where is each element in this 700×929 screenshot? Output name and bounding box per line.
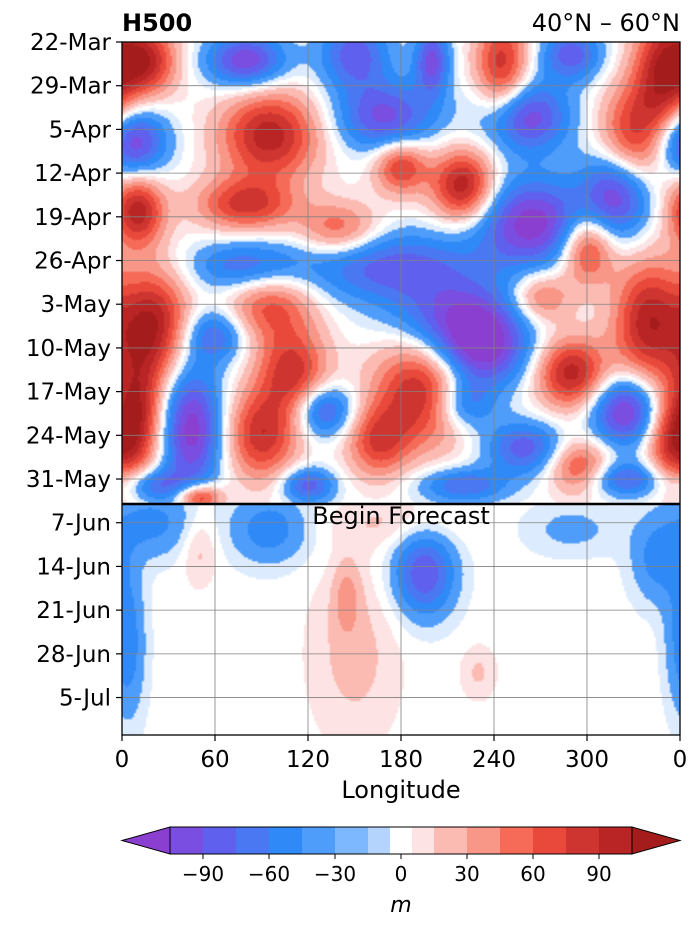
colorbar-segment (170, 827, 204, 854)
y-tick-label: 28-Jun (36, 642, 111, 668)
plot-area: Begin Forecast (121, 41, 681, 736)
colorbar-segment (533, 827, 567, 854)
colorbar-segment (412, 827, 435, 854)
y-axis: 22-Mar 29-Mar 5-Apr 12-Apr 19-Apr 26-Apr 3-May… (26, 30, 122, 712)
colorbar-tick-label: 60 (520, 862, 545, 886)
colorbar-tick-label: 0 (395, 862, 408, 886)
colorbar-segment (467, 827, 501, 854)
colorbar: −90 −60 −30 0 30 60 90 (120, 826, 682, 886)
x-tick-label: 300 (565, 747, 609, 773)
chart-title-left: H500 (122, 9, 192, 37)
x-tick-label: 120 (286, 747, 330, 773)
x-tick-label: 60 (200, 747, 229, 773)
colorbar-tick-label: −60 (248, 862, 290, 886)
grid-lines (122, 42, 680, 735)
y-tick-label: 22-Mar (30, 30, 112, 56)
x-tick-label: 0 (115, 747, 130, 773)
colorbar-extend-high (631, 826, 682, 855)
colorbar-segment (335, 827, 369, 854)
colorbar-segment (269, 827, 303, 854)
y-tick-label: 10-May (26, 336, 111, 362)
colorbar-tick-label: −30 (314, 862, 356, 886)
colorbar-segment (236, 827, 270, 854)
colorbar-tick-label: 90 (586, 862, 611, 886)
colorbar-label: m (390, 893, 411, 918)
colorbar-segment (368, 827, 391, 854)
chart-title-right: 40°N – 60°N (532, 9, 680, 37)
colorbar-segment (566, 827, 600, 854)
x-tick-label: 180 (379, 747, 423, 773)
x-axis: 0 60 120 180 240 300 0 (115, 735, 688, 773)
colorbar-segment (434, 827, 468, 854)
colorbar-segment (390, 827, 413, 854)
colorbar-segment (500, 827, 534, 854)
y-tick-label: 12-Apr (34, 161, 111, 187)
y-tick-label: 17-May (26, 380, 111, 406)
y-tick-label: 14-Jun (36, 554, 111, 580)
y-tick-label: 24-May (26, 423, 111, 449)
x-tick-label: 0 (673, 747, 688, 773)
y-tick-label: 5-Jul (59, 686, 111, 712)
y-tick-label: 7-Jun (51, 511, 111, 537)
y-tick-label: 29-Mar (30, 74, 112, 100)
colorbar-tick-label: 30 (454, 862, 479, 886)
colorbar-tick-label: −90 (182, 862, 224, 886)
colorbar-segment (302, 827, 336, 854)
y-tick-label: 19-Apr (34, 205, 111, 231)
colorbar-extend-low (120, 826, 171, 855)
y-tick-label: 3-May (41, 292, 111, 318)
colorbar-segment (599, 827, 633, 854)
x-tick-label: 240 (472, 747, 516, 773)
forecast-label: Begin Forecast (312, 502, 490, 530)
y-tick-label: 26-Apr (34, 249, 111, 275)
x-axis-label: Longitude (341, 776, 460, 804)
colorbar-segment (203, 827, 237, 854)
y-tick-label: 5-Apr (49, 117, 112, 143)
y-tick-label: 31-May (26, 467, 111, 493)
y-tick-label: 21-Jun (36, 598, 111, 624)
